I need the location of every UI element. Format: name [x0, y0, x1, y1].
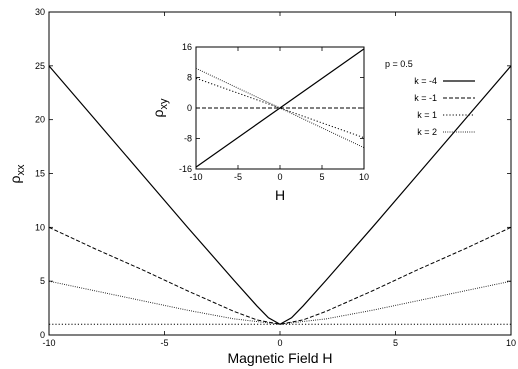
- legend: p = 0.5k = -4 k = -1 k = 1 k = 2: [385, 59, 475, 137]
- main-plot-xtick-label: 5: [393, 338, 398, 348]
- main-plot-xtick-label: -10: [42, 338, 55, 348]
- inset-plot-xtick-label: -5: [234, 172, 242, 182]
- inset-plot-ytick-label: 16: [182, 42, 192, 52]
- inset-plot-ytick-label: -16: [179, 164, 192, 174]
- legend-label: k = -1: [414, 93, 437, 103]
- main-plot-ylabel: ρxx: [7, 164, 27, 183]
- inset-plot-ytick-label: 0: [187, 103, 192, 113]
- inset-plot-xtick-label: 0: [277, 172, 282, 182]
- main-plot-ytick-label: 20: [35, 115, 45, 125]
- inset-plot-ylabel: ρxy: [150, 98, 170, 117]
- inset-plot-xlabel: H: [275, 187, 285, 203]
- inset-plot-xtick-label: -10: [189, 172, 202, 182]
- main-plot-xtick-label: -5: [160, 338, 168, 348]
- main-plot-xtick-label: 10: [506, 338, 516, 348]
- main-plot-ytick-label: 15: [35, 169, 45, 179]
- inset-plot-ytick-label: -8: [184, 134, 192, 144]
- legend-title: p = 0.5: [385, 59, 413, 69]
- inset-plot-series-k2: [195, 67, 365, 149]
- legend-label: k = 2: [417, 127, 437, 137]
- inset-plot-series-k1: [195, 77, 365, 139]
- legend-label: k = -4: [414, 76, 437, 86]
- main-plot-ytick-label: 10: [35, 222, 45, 232]
- legend-label: k = 1: [417, 110, 437, 120]
- inset-plot-xtick-label: 5: [319, 172, 324, 182]
- main-plot-ytick-label: 30: [35, 7, 45, 17]
- main-plot-ytick-label: 0: [40, 330, 45, 340]
- main-plot-ytick-label: 5: [40, 276, 45, 286]
- main-plot-xlabel: Magnetic Field H: [227, 350, 332, 366]
- inset-plot-ytick-label: 8: [187, 73, 192, 83]
- main-plot-ytick-label: 25: [35, 61, 45, 71]
- main-plot-xtick-label: 0: [277, 338, 282, 348]
- inset-plot-xtick-label: 10: [359, 172, 369, 182]
